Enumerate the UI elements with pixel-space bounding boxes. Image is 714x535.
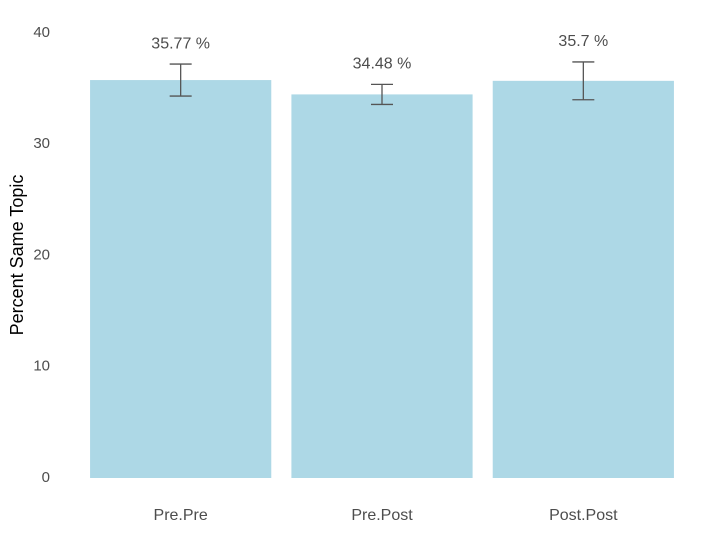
y-tick-label: 10	[33, 358, 50, 375]
y-tick-label: 40	[33, 24, 50, 41]
value-label: 35.77 %	[151, 35, 210, 52]
error-bar	[371, 83, 393, 106]
bar	[492, 80, 674, 479]
y-axis-label: Percent Same Topic	[7, 175, 27, 336]
error-bar	[572, 61, 595, 101]
y-tick-label: 30	[33, 135, 50, 152]
x-tick-label: Post.Post	[549, 507, 618, 524]
value-label: 34.48 %	[353, 56, 412, 73]
value-label: 35.7 %	[558, 33, 608, 50]
bar	[90, 80, 272, 478]
y-tick-label: 0	[42, 469, 50, 486]
x-tick-label: Pre.Pre	[154, 507, 208, 524]
y-tick-label: 20	[33, 246, 50, 263]
error-bar	[169, 63, 192, 97]
bar	[291, 94, 473, 478]
x-tick-label: Pre.Post	[351, 507, 413, 524]
